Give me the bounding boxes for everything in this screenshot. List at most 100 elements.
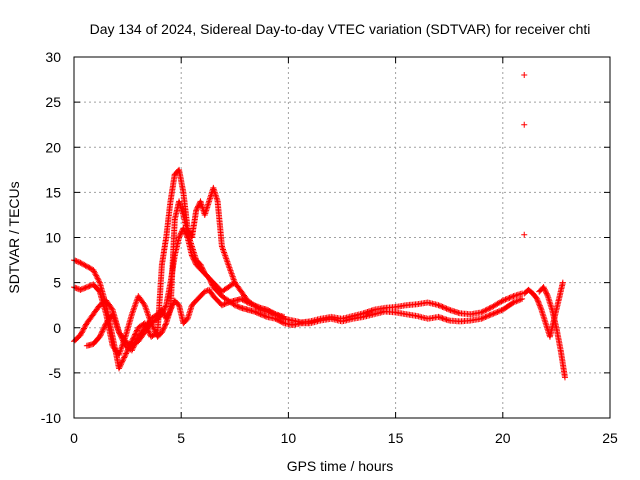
data-point-run [207, 276, 216, 285]
data-point-run [149, 312, 160, 321]
data-point-run [537, 285, 546, 294]
data-point-run [490, 307, 505, 317]
data-point-run [479, 311, 494, 322]
y-tick-label: 5 [53, 275, 61, 291]
data-point [122, 351, 129, 358]
data-point [244, 299, 251, 306]
data-point-run [78, 260, 89, 269]
data-point-run [189, 253, 199, 267]
data-point-run [426, 299, 440, 308]
data-point-run [351, 314, 365, 322]
data-point-run [142, 321, 154, 334]
data-point-run [436, 314, 451, 324]
y-tick-label: 10 [45, 230, 61, 246]
data-point-run [215, 285, 224, 294]
data-point-run [282, 316, 295, 324]
data-point-run [172, 236, 182, 257]
data-point-run [458, 317, 473, 325]
data-point-run [78, 321, 90, 337]
data-point-run [362, 311, 376, 320]
data-point-run [214, 200, 225, 248]
data-point-run [172, 167, 181, 177]
data-point-run [194, 294, 203, 303]
data-point-run [136, 330, 147, 343]
data-point-run [129, 326, 141, 343]
data-point-run [394, 309, 408, 317]
data-point-run [85, 341, 95, 349]
data-point-run [155, 330, 164, 339]
data-point-run [149, 316, 160, 326]
data-point-run [274, 311, 286, 320]
grid [74, 57, 610, 418]
data-point-run [91, 334, 102, 346]
data-point-run [553, 326, 564, 352]
x-tick-label: 5 [177, 430, 185, 446]
series-trace-d [83, 225, 238, 349]
data-point [167, 306, 174, 313]
x-axis-label: GPS time / hours [287, 458, 394, 474]
data-point-run [479, 304, 494, 315]
data-point-run [404, 301, 419, 309]
x-tick-label: 25 [602, 430, 618, 446]
data-point-run [541, 285, 551, 298]
data-point-run [511, 290, 524, 299]
outlier-point [521, 72, 528, 79]
data-point-run [436, 302, 451, 313]
data-point-run [372, 305, 387, 313]
data-point-run [122, 312, 135, 339]
data-point-run [252, 303, 263, 312]
data-point-run [265, 309, 278, 317]
data-point [163, 315, 170, 322]
data-point-run [258, 311, 269, 320]
data-point-run [538, 308, 549, 325]
data-point-run [181, 316, 190, 326]
data-point-run [557, 348, 568, 379]
x-tick-label: 15 [388, 430, 404, 446]
data-point-run [372, 308, 387, 317]
data-point [83, 263, 90, 270]
data-point-run [511, 296, 524, 305]
x-tick-label: 20 [495, 430, 511, 446]
data-point-run [226, 298, 237, 306]
data-point-run [215, 289, 224, 298]
data-point-run [258, 307, 269, 315]
data-point-run [415, 299, 430, 307]
data-point-run [172, 298, 181, 308]
data-point-run [211, 280, 220, 289]
data-point-run [91, 268, 102, 285]
data-points [71, 72, 568, 381]
data-point-run [239, 305, 250, 313]
data-point-run [220, 300, 231, 308]
data-point-run [490, 298, 505, 310]
x-tick-label: 0 [70, 430, 78, 446]
data-point [77, 286, 84, 293]
data-point [180, 225, 187, 232]
y-axis: -10 -5 0 5 10 15 20 25 30 [41, 49, 610, 426]
data-point-run [136, 326, 147, 339]
data-point-run [469, 316, 483, 324]
data-point-run [211, 294, 220, 303]
data-point-run [340, 316, 355, 324]
data-point-run [163, 308, 173, 321]
y-tick-label: -10 [41, 410, 61, 426]
y-tick-label: 25 [45, 94, 61, 110]
data-point-run [130, 339, 140, 348]
y-tick-label: -5 [49, 365, 62, 381]
data-point-run [225, 263, 238, 285]
data-point-run [252, 309, 263, 317]
data-point [77, 259, 84, 266]
data-point-run [142, 317, 154, 330]
data-point-run [383, 304, 398, 311]
data-point-run [361, 307, 376, 316]
data-point-run [383, 308, 398, 316]
data-point-run [85, 264, 95, 273]
data-point-run [233, 302, 243, 311]
outlier-point [521, 231, 528, 238]
data-point-run [555, 281, 566, 303]
data-point-run [202, 199, 212, 217]
x-axis: 0 5 10 15 20 25 [70, 57, 618, 446]
data-point [489, 311, 496, 318]
y-axis-label: SDTVAR / TECUs [6, 181, 22, 293]
y-tick-label: 20 [45, 139, 61, 155]
outlier-point [521, 121, 528, 128]
